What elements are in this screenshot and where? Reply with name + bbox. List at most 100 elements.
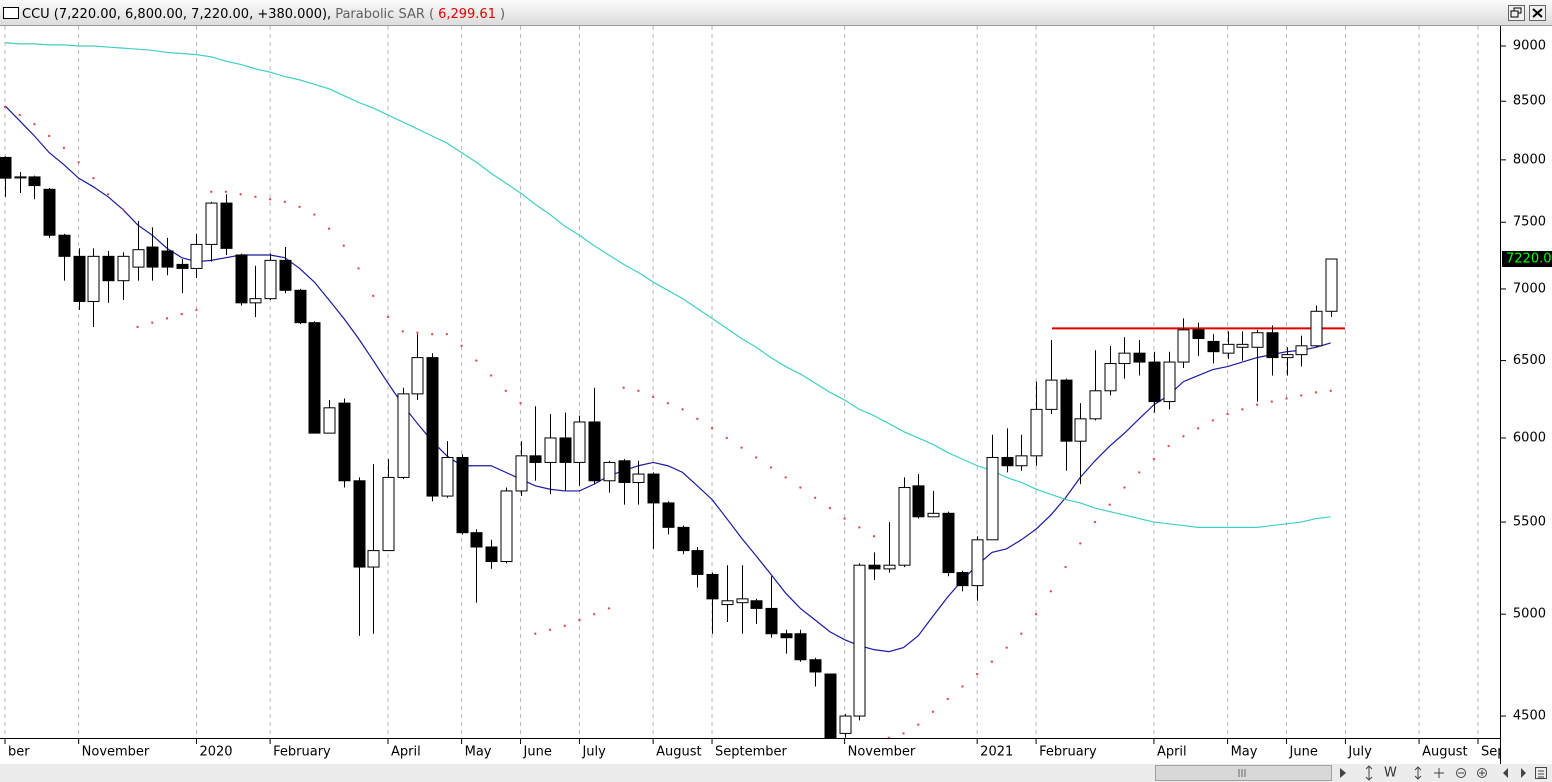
y-tick-label: 8000: [1513, 152, 1546, 167]
candle-body: [1074, 418, 1087, 442]
x-tick-label: August: [656, 745, 702, 760]
scroll-grip[interactable]: [1238, 769, 1246, 777]
sar-dot: [1211, 419, 1215, 422]
sar-dot: [313, 213, 316, 216]
candle-body: [249, 298, 262, 304]
candle-body: [294, 289, 307, 324]
candle-body: [1060, 379, 1073, 442]
sar-dot: [1182, 435, 1185, 438]
candle-body: [942, 512, 955, 574]
sar-dot: [1049, 590, 1053, 593]
close-button[interactable]: [1529, 5, 1546, 21]
sar-dot: [1005, 646, 1008, 649]
scroll-forward[interactable]: [1521, 768, 1526, 778]
sar-dot: [62, 146, 66, 150]
candle-body: [58, 234, 71, 257]
candle-body: [1295, 345, 1308, 356]
candle-body: [43, 188, 56, 236]
sar-dot: [489, 374, 493, 377]
x-tick-label: February: [1039, 745, 1097, 760]
sar-dot: [460, 344, 463, 348]
sar-dot: [504, 389, 508, 392]
sar-dot: [254, 195, 257, 198]
scroll-thumb[interactable]: [1155, 765, 1332, 781]
candle-body: [736, 598, 749, 604]
sar-dot: [799, 486, 802, 489]
fit-button[interactable]: [1365, 765, 1373, 781]
sar-dot: [268, 198, 272, 201]
sar-dot: [33, 123, 36, 126]
candle-body: [485, 546, 498, 563]
restore-button[interactable]: [1508, 5, 1525, 21]
zoom-out[interactable]: [1456, 768, 1466, 778]
sar-dot: [165, 317, 169, 320]
y-tick-label: 4500: [1513, 709, 1546, 724]
candle-body: [780, 633, 793, 639]
sar-dot: [430, 332, 434, 336]
sar-dot: [843, 517, 846, 520]
candle-body: [367, 550, 380, 568]
sar-dot: [1300, 394, 1303, 397]
sar-dot: [858, 526, 861, 529]
candle-body: [677, 526, 690, 552]
x-tick-label: February: [273, 745, 331, 760]
x-tick-label: 2020: [199, 745, 232, 760]
zoom-in[interactable]: [1477, 768, 1487, 778]
menu-glyph[interactable]: [1538, 770, 1544, 778]
y-tick-label: 5000: [1513, 607, 1546, 622]
sar-dot: [696, 417, 699, 421]
sar-dot: [755, 456, 758, 459]
candle-body: [470, 532, 483, 548]
candle-body: [956, 572, 969, 587]
sar-dot: [224, 190, 228, 193]
candle-body: [1177, 329, 1190, 363]
zoom-label[interactable]: W: [1384, 766, 1397, 781]
candle-body: [161, 250, 174, 268]
sar-dot: [961, 685, 964, 688]
sar-dot: [975, 672, 979, 676]
sar-dot: [887, 736, 890, 738]
sar-dot: [47, 134, 51, 138]
candle-body: [220, 202, 233, 249]
candle-body: [1222, 343, 1235, 354]
candle-body: [706, 573, 719, 600]
sar-dot: [1138, 471, 1141, 474]
sar-dot: [136, 325, 139, 329]
sar-dot: [151, 321, 154, 324]
y-tick-label: 6500: [1513, 353, 1546, 368]
x-tick-label: 2021: [980, 745, 1013, 760]
sar-dot: [872, 535, 876, 538]
scrollbar[interactable]: W: [0, 764, 1552, 782]
x-tick-label: Sep: [1481, 745, 1506, 760]
y-axis: 4500 5000 5500 6000 6500 7000 7500 8000 8500 9000…: [1500, 38, 1552, 724]
restore-glyph[interactable]: [1510, 10, 1519, 18]
close-glyph[interactable]: [1532, 8, 1543, 18]
sar-dot: [327, 227, 331, 230]
x-tick-label: May: [465, 745, 492, 760]
title-part: 6,299.61: [438, 7, 496, 22]
sar-dot: [298, 205, 301, 209]
sar-dot: [357, 267, 360, 270]
sar-dot: [372, 294, 375, 298]
sar-dot: [1329, 389, 1332, 393]
sar-dot: [519, 401, 522, 405]
candle-body: [456, 456, 469, 534]
zoom-in-glyph[interactable]: [1479, 770, 1485, 776]
candle-body: [1192, 329, 1205, 340]
candle-body: [264, 259, 277, 300]
move-button[interactable]: [1434, 768, 1444, 778]
candle-body: [1236, 343, 1249, 348]
sar-dot: [1020, 632, 1023, 635]
candle-body: [1045, 379, 1058, 410]
scroll-right[interactable]: [1340, 768, 1346, 778]
candle-body: [1089, 390, 1102, 420]
stretch-button[interactable]: [1414, 766, 1422, 780]
menu-button[interactable]: [1535, 767, 1547, 779]
candle-body: [868, 564, 881, 570]
candle-body: [87, 255, 100, 302]
scroll-back[interactable]: [1503, 768, 1508, 778]
x-tick-label: July: [1347, 745, 1372, 760]
sar-dot: [725, 436, 728, 440]
